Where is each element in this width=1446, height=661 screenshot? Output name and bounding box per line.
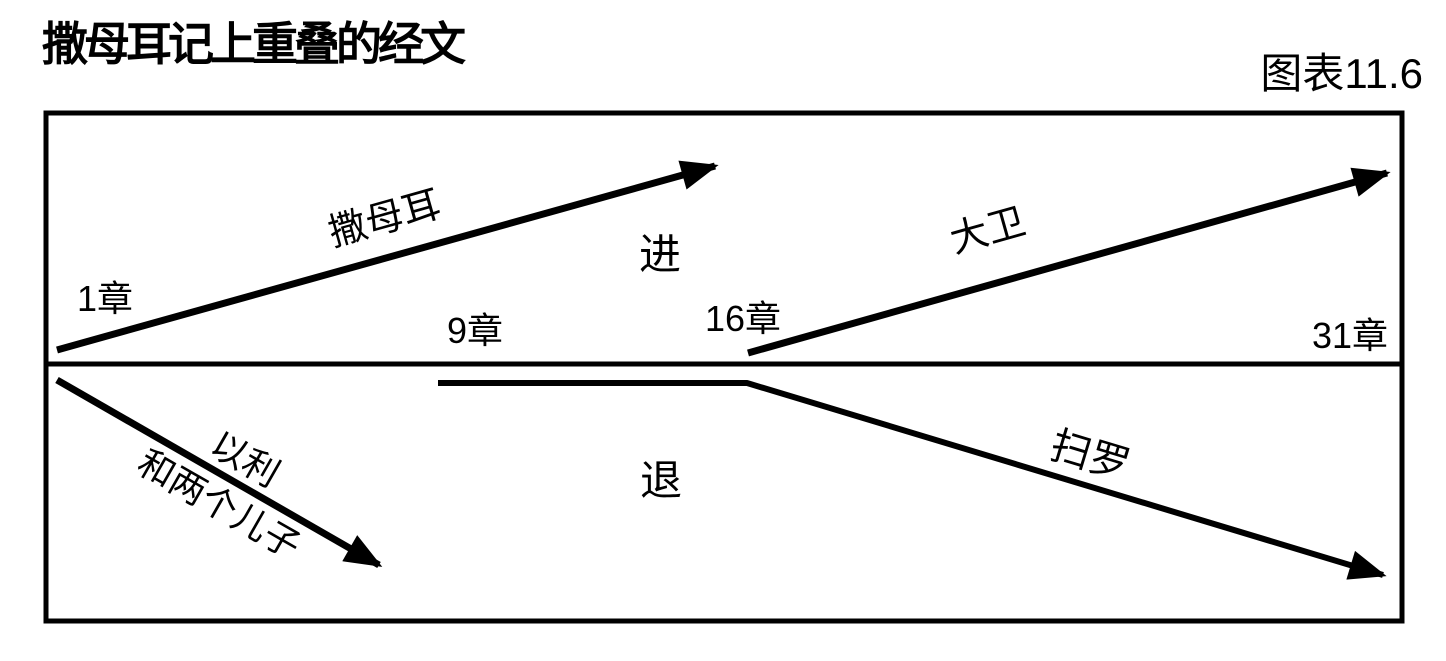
- samuel-arrow: [56, 160, 719, 354]
- chapter-16-label: 16章: [704, 298, 782, 340]
- page-title: 撒母耳记上重叠的经文: [42, 18, 466, 70]
- chapter-9-label: 9章: [446, 310, 504, 352]
- chapter-1-label: 1章: [76, 278, 134, 320]
- figure-number-label: 图表11.6: [1260, 50, 1423, 97]
- saul-arrow: [438, 380, 1387, 580]
- eli-arrow: [55, 376, 383, 569]
- chapter-31-label: 31章: [1311, 315, 1389, 357]
- outer-box: [43, 110, 1405, 624]
- david-arrow: [747, 167, 1391, 357]
- advance-label: 进: [638, 230, 682, 278]
- retreat-label: 退: [639, 456, 683, 504]
